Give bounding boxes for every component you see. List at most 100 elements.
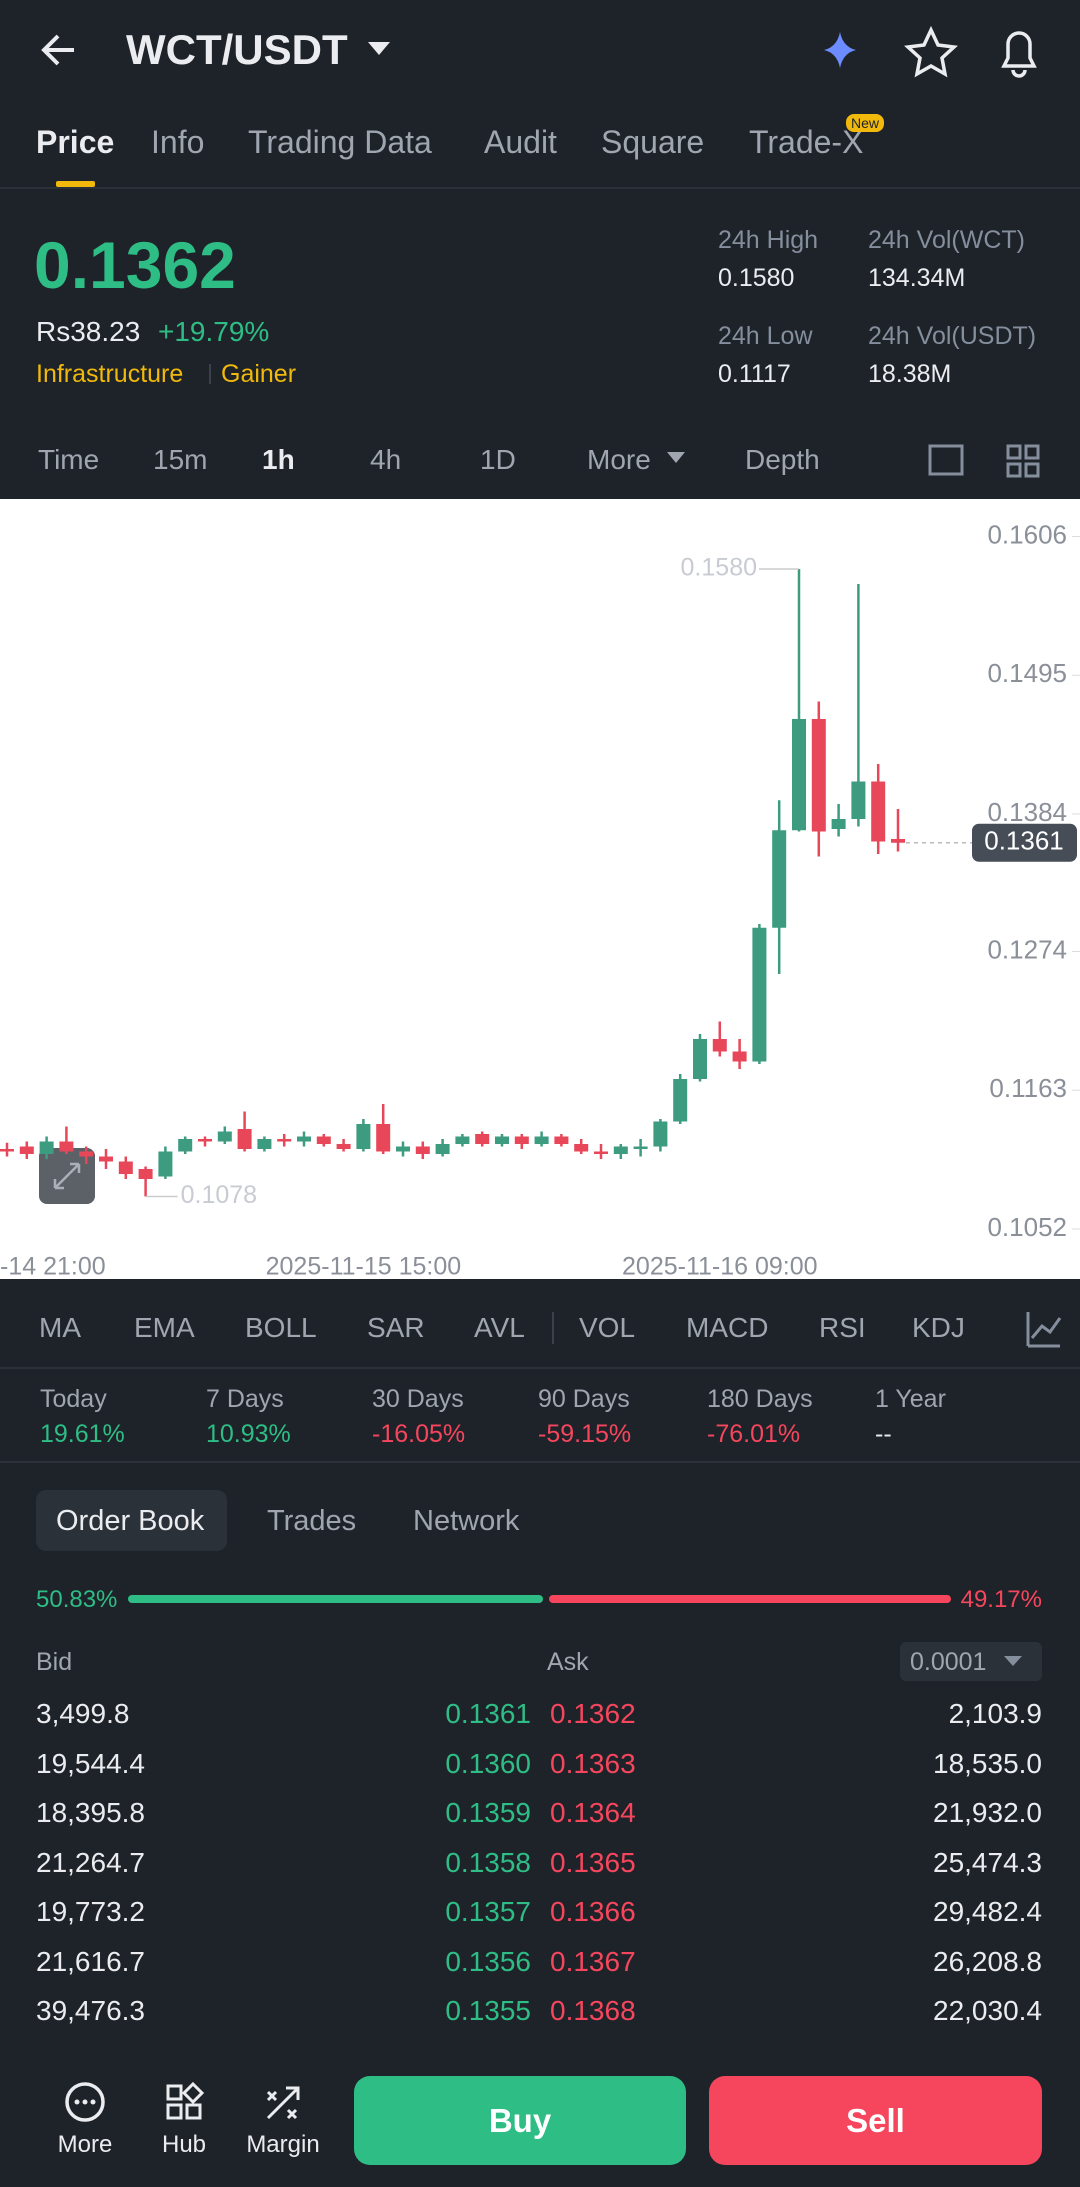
candle-body [415, 1146, 430, 1154]
dropdown-arrow [667, 452, 685, 463]
indicator[interactable]: SAR [367, 1312, 425, 1343]
period-change: -76.01% [707, 1420, 801, 1448]
stat-value: 18.38M [868, 360, 952, 388]
period-change: 19.61% [40, 1420, 125, 1448]
period-change: -- [875, 1420, 892, 1448]
candle-body [79, 1151, 94, 1157]
ask-price: 0.1367 [550, 1945, 636, 1977]
interval[interactable]: Depth [745, 444, 820, 475]
precision[interactable]: 0.0001 [910, 1648, 987, 1676]
stat-label: 24h Vol(USDT) [868, 322, 1037, 350]
indicator[interactable]: RSI [819, 1312, 866, 1343]
bid-price: 0.1358 [445, 1846, 531, 1878]
buy-label[interactable]: Buy [488, 2102, 552, 2139]
bell-icon[interactable] [1001, 31, 1037, 78]
sell-button[interactable] [709, 2076, 1042, 2165]
tab[interactable]: Price [36, 124, 115, 160]
bid-amount: 39,476.3 [36, 1995, 145, 2026]
tab[interactable]: Square [601, 124, 705, 160]
candle-body [0, 1149, 14, 1152]
candle-body [831, 819, 846, 829]
candle-body [871, 781, 886, 842]
candle-body [732, 1051, 747, 1062]
hub-icon[interactable] [166, 2081, 205, 2120]
stat-value: 134.34M [868, 264, 966, 292]
interval[interactable]: 15m [153, 444, 208, 475]
precision-select[interactable] [900, 1642, 1042, 1681]
book-tab[interactable]: Network [413, 1505, 520, 1537]
indicator[interactable]: MA [39, 1312, 81, 1343]
buy-button[interactable] [354, 2076, 686, 2165]
y-tick-label: 0.1163 [989, 1073, 1067, 1103]
candle-body [514, 1136, 529, 1144]
candle-body [891, 839, 905, 843]
bid-ratio-bar [128, 1595, 544, 1603]
candle-body [158, 1151, 173, 1177]
tab[interactable]: Trade-X [749, 124, 864, 160]
y-tick-label: 0.1495 [987, 658, 1067, 688]
back-icon[interactable] [41, 34, 74, 66]
interval[interactable]: More [587, 444, 651, 475]
tab[interactable]: Audit [484, 124, 557, 160]
layout-icon[interactable] [1006, 462, 1022, 478]
period-change: -59.15% [538, 1420, 632, 1448]
period-label: 1 Year [875, 1385, 946, 1413]
book-tab[interactable]: Trades [267, 1505, 357, 1537]
stat-label: 24h Low [718, 322, 813, 350]
candle-body [712, 1039, 727, 1052]
interval[interactable]: 1h [262, 444, 295, 475]
indicator[interactable]: BOLL [245, 1312, 317, 1343]
indicator-icon[interactable] [1026, 1312, 1062, 1348]
candle-body [59, 1141, 74, 1152]
more-icon[interactable] [65, 2082, 105, 2122]
bid-amount: 21,264.7 [36, 1846, 145, 1878]
candle-body [277, 1139, 292, 1142]
tab[interactable]: Trading Data [248, 124, 432, 160]
last-price-label: 0.1361 [984, 826, 1064, 856]
active-tab-bg [36, 1490, 227, 1551]
book-tab[interactable]: Order Book [56, 1505, 205, 1537]
nav-label[interactable]: Hub [161, 2131, 207, 2158]
tag: Infrastructure [36, 360, 184, 388]
precision-arrow [1004, 1656, 1022, 1666]
candle-body [118, 1161, 133, 1174]
x-tick-label: -14 21:00 [0, 1253, 106, 1279]
ai-icon[interactable] [824, 32, 856, 68]
interval[interactable]: 1D [480, 444, 516, 475]
candle-body [138, 1169, 153, 1179]
tab[interactable]: Info [151, 124, 205, 160]
candle-body [534, 1136, 549, 1144]
indicator[interactable]: MACD [686, 1312, 769, 1343]
ask-ratio-label: 49.17% [960, 1586, 1042, 1613]
x-tick-label: 2025-11-15 15:00 [266, 1253, 462, 1279]
last-price: 0.1362 [34, 228, 236, 302]
nav-label[interactable]: More [57, 2131, 113, 2158]
candle-body [673, 1079, 688, 1122]
candle-body [495, 1136, 509, 1144]
layout-icon[interactable] [1006, 444, 1022, 460]
bid-amount: 19,544.4 [36, 1747, 145, 1779]
candle-body [99, 1156, 113, 1162]
indicator[interactable]: AVL [474, 1312, 525, 1343]
stat-value: 0.1117 [718, 360, 791, 388]
nav-label[interactable]: Margin [246, 2131, 320, 2158]
period-label: 180 Days [707, 1385, 813, 1413]
chart-settings-icon[interactable] [928, 444, 964, 476]
ask-amount: 2,103.9 [948, 1698, 1042, 1729]
layout-icon[interactable] [1024, 462, 1040, 478]
indicator[interactable]: KDJ [912, 1312, 965, 1343]
star-icon[interactable] [904, 25, 958, 78]
bid-header: Bid [36, 1648, 73, 1676]
ask-price: 0.1368 [550, 1995, 636, 2026]
bid-price: 0.1361 [445, 1698, 531, 1729]
indicator[interactable]: VOL [579, 1312, 636, 1343]
layout-icon[interactable] [1024, 444, 1040, 460]
indicator[interactable]: EMA [134, 1312, 195, 1343]
margin-icon[interactable] [266, 2086, 300, 2120]
interval[interactable]: 4h [370, 444, 402, 475]
interval[interactable]: Time [38, 444, 100, 475]
pair-dropdown[interactable] [368, 42, 390, 55]
sell-label[interactable]: Sell [846, 2102, 905, 2139]
